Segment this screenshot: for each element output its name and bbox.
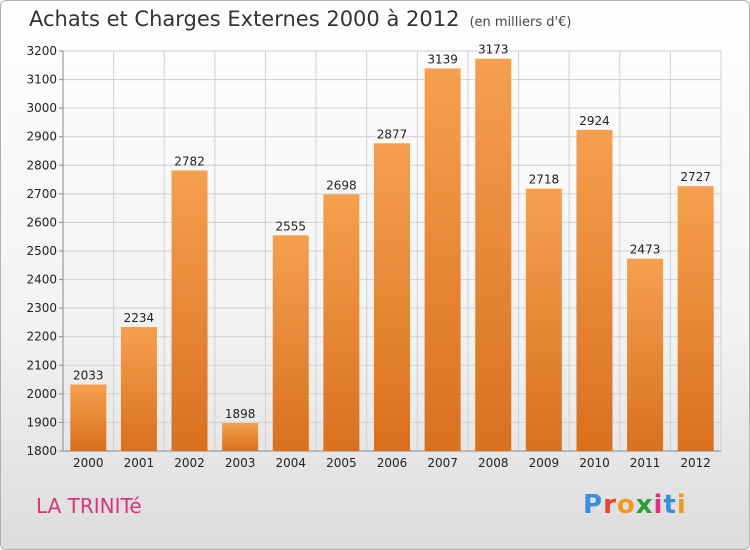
- data-label: 2698: [326, 178, 357, 192]
- data-label: 2473: [630, 243, 661, 257]
- logo-letter: x: [635, 490, 654, 520]
- data-label: 3139: [427, 52, 458, 66]
- proxiti-logo[interactable]: Proxiti: [583, 490, 687, 520]
- x-tick-label: 2006: [377, 456, 408, 470]
- data-label: 1898: [225, 407, 256, 421]
- data-label: 2727: [680, 170, 711, 184]
- logo-letter: i: [676, 490, 687, 520]
- data-label: 2924: [579, 114, 610, 128]
- bar-2006: [374, 143, 410, 452]
- logo-letter: t: [663, 490, 677, 520]
- bar-2008: [475, 58, 512, 451]
- bar-2003: [222, 423, 259, 451]
- bar-2010: [576, 129, 613, 451]
- logo-letter: P: [583, 490, 604, 520]
- bar-2012: [677, 186, 714, 451]
- y-tick-label: 2400: [26, 273, 57, 287]
- x-tick-label: 2007: [427, 456, 458, 470]
- y-tick-label: 2700: [26, 187, 57, 201]
- x-tick-label: 2001: [124, 456, 155, 470]
- axes: 1800 1900 2000 2100 2200 2300 2400 2500 2600 2700…: [26, 44, 721, 470]
- y-tick-label: 2300: [26, 301, 57, 315]
- bar-2005: [323, 194, 360, 451]
- bars: [70, 58, 714, 452]
- data-label: 2234: [124, 311, 155, 325]
- logo-letter: r: [603, 490, 617, 520]
- x-tick-label: 2003: [225, 456, 256, 470]
- data-label: 2555: [275, 219, 306, 233]
- y-tick-label: 2100: [26, 358, 57, 372]
- bar-2000: [70, 384, 107, 451]
- bar-2011: [627, 258, 664, 451]
- data-label: 2033: [73, 368, 104, 382]
- chart-unit: (en milliers d'€): [469, 15, 572, 30]
- y-tick-label: 2900: [26, 130, 57, 144]
- x-tick-label: 2004: [275, 456, 306, 470]
- x-tick-label: 2005: [326, 456, 357, 470]
- y-tick-label: 2500: [26, 244, 57, 258]
- x-tick-label: 2009: [529, 456, 560, 470]
- bar-2009: [525, 188, 562, 451]
- chart-title: Achats et Charges Externes 2000 à 2012 (e…: [29, 7, 571, 31]
- bar-2007: [424, 68, 461, 451]
- x-tick-label: 2012: [680, 456, 711, 470]
- y-tick-label: 3000: [26, 101, 57, 115]
- data-labels: 2033 2234 2782 1898 2555 2698 2877 3139 3173 2718…: [73, 43, 711, 421]
- data-label: 3173: [478, 43, 509, 57]
- bar-2001: [120, 327, 157, 451]
- y-tick-label: 2000: [26, 387, 57, 401]
- place-name: LA TRINITé: [36, 494, 142, 518]
- y-tick-label: 1900: [26, 415, 57, 429]
- y-tick-label: 2200: [26, 330, 57, 344]
- data-label: 2877: [377, 127, 408, 141]
- x-tick-label: 2000: [73, 456, 104, 470]
- bar-2002: [171, 170, 208, 451]
- y-tick-label: 2800: [26, 158, 57, 172]
- chart-title-text: Achats et Charges Externes 2000 à 2012: [29, 7, 460, 31]
- y-tick-label: 1800: [26, 444, 57, 458]
- x-tick-label: 2008: [478, 456, 509, 470]
- data-label: 2718: [529, 173, 560, 187]
- data-label: 2782: [174, 154, 205, 168]
- y-tick-label: 2600: [26, 215, 57, 229]
- bar-2004: [272, 235, 309, 451]
- y-tick-label: 3200: [26, 44, 57, 58]
- logo-letter: o: [616, 490, 636, 520]
- x-tick-label: 2002: [174, 456, 205, 470]
- logo-letter: i: [653, 490, 664, 520]
- x-tick-label: 2010: [579, 456, 610, 470]
- x-tick-label: 2011: [630, 456, 661, 470]
- y-tick-label: 3100: [26, 73, 57, 87]
